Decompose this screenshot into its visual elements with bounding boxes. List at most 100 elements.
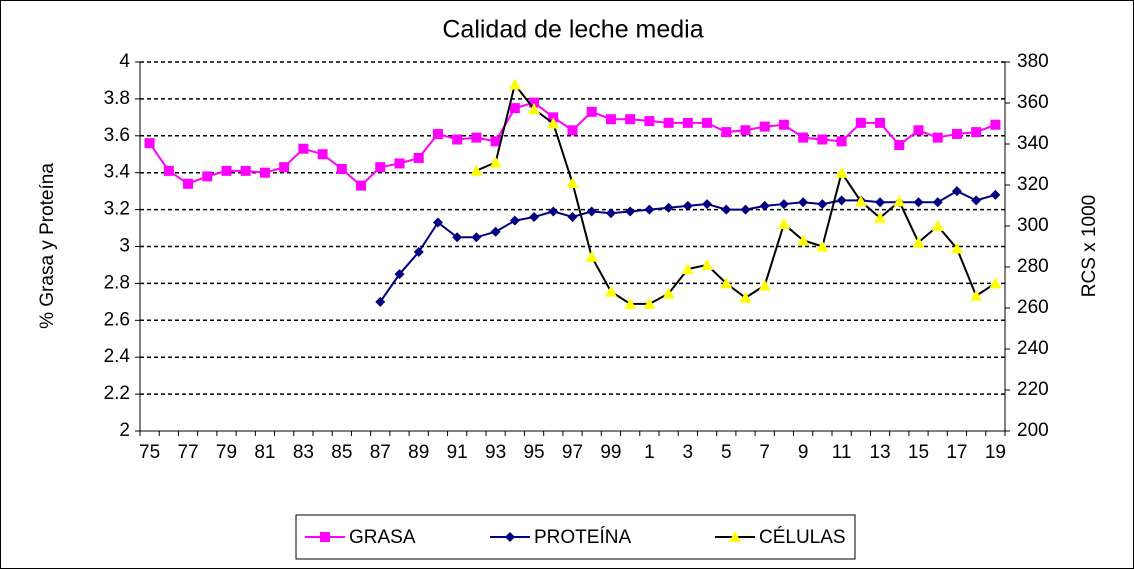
data-point bbox=[432, 128, 443, 139]
data-point bbox=[471, 132, 482, 143]
data-point bbox=[144, 138, 155, 149]
data-point bbox=[836, 136, 847, 147]
x-tick-label: 11 bbox=[832, 442, 852, 463]
data-point bbox=[951, 186, 962, 197]
data-point bbox=[721, 204, 732, 215]
data-point bbox=[990, 119, 1001, 130]
data-point bbox=[566, 176, 579, 188]
x-tick-label: 9 bbox=[798, 442, 809, 463]
data-point bbox=[529, 97, 540, 108]
data-point bbox=[663, 202, 674, 213]
data-point bbox=[259, 167, 270, 178]
data-point bbox=[279, 162, 290, 173]
data-point bbox=[894, 140, 905, 151]
data-point bbox=[778, 199, 789, 210]
data-point bbox=[567, 125, 578, 136]
legend-marker bbox=[320, 532, 330, 542]
data-point bbox=[931, 220, 944, 231]
y-tick-label: 2.2 bbox=[104, 383, 130, 404]
data-point bbox=[624, 297, 637, 309]
x-tick-label: 85 bbox=[331, 442, 352, 463]
data-point bbox=[470, 164, 483, 176]
data-point bbox=[548, 206, 559, 217]
data-point bbox=[625, 114, 636, 125]
data-point bbox=[413, 152, 424, 163]
legend-box bbox=[295, 514, 856, 560]
legend-marker bbox=[505, 532, 515, 542]
data-point bbox=[950, 242, 963, 254]
data-point bbox=[989, 277, 1002, 289]
x-tick-label: 17 bbox=[946, 442, 967, 463]
data-point bbox=[875, 197, 886, 208]
data-point bbox=[970, 289, 983, 301]
data-point bbox=[432, 217, 443, 228]
x-tick-label: 79 bbox=[216, 442, 237, 463]
y-tick-label: 3.8 bbox=[104, 88, 130, 109]
x-tick-label: 1 bbox=[644, 442, 655, 463]
data-point bbox=[758, 279, 771, 291]
data-point bbox=[586, 106, 597, 117]
data-point bbox=[394, 269, 405, 280]
x-tick-label: 91 bbox=[447, 442, 468, 463]
y-tick-label: 3.4 bbox=[104, 162, 131, 183]
y2-tick-label: 220 bbox=[1017, 379, 1049, 400]
data-point bbox=[163, 165, 174, 176]
y2-tick-label: 360 bbox=[1017, 92, 1049, 113]
data-point bbox=[183, 178, 194, 189]
x-tick-label: 81 bbox=[254, 442, 275, 463]
data-point bbox=[777, 217, 790, 229]
data-point bbox=[221, 165, 232, 176]
legend-label: GRASA bbox=[349, 527, 416, 548]
data-point bbox=[702, 199, 713, 210]
data-point bbox=[509, 215, 520, 226]
data-point bbox=[836, 195, 847, 206]
y-tick-label: 2.8 bbox=[104, 272, 130, 293]
data-point bbox=[375, 296, 386, 307]
data-point bbox=[452, 134, 463, 145]
x-tick-label: 99 bbox=[600, 442, 621, 463]
data-point bbox=[298, 143, 309, 154]
data-point bbox=[681, 263, 694, 275]
x-tick-label: 5 bbox=[721, 442, 732, 463]
data-point bbox=[971, 127, 982, 138]
y2-tick-label: 380 bbox=[1017, 51, 1049, 72]
x-tick-label: 89 bbox=[408, 442, 429, 463]
data-point bbox=[951, 128, 962, 139]
data-point bbox=[817, 199, 828, 210]
x-tick-label: 77 bbox=[177, 442, 198, 463]
data-point bbox=[798, 132, 809, 143]
data-point bbox=[759, 200, 770, 211]
x-tick-label: 19 bbox=[985, 442, 1006, 463]
data-point bbox=[643, 297, 656, 309]
data-point bbox=[662, 287, 675, 299]
data-point bbox=[720, 277, 733, 289]
data-point bbox=[701, 258, 714, 270]
data-point bbox=[971, 195, 982, 206]
data-point bbox=[202, 171, 213, 182]
y2-tick-label: 280 bbox=[1017, 256, 1049, 277]
x-tick-label: 87 bbox=[370, 442, 391, 463]
y2-tick-label: 340 bbox=[1017, 133, 1049, 154]
data-point bbox=[778, 119, 789, 130]
data-point bbox=[817, 134, 828, 145]
data-point bbox=[893, 195, 906, 207]
data-point bbox=[702, 117, 713, 128]
data-point bbox=[875, 117, 886, 128]
data-point bbox=[816, 240, 829, 252]
data-point bbox=[932, 132, 943, 143]
data-point bbox=[682, 117, 693, 128]
x-tick-label: 75 bbox=[139, 442, 160, 463]
data-point bbox=[605, 208, 616, 219]
y-tick-label: 3.2 bbox=[104, 199, 130, 220]
data-point bbox=[490, 226, 501, 237]
x-tick-label: 83 bbox=[293, 442, 314, 463]
data-point bbox=[663, 117, 674, 128]
data-point bbox=[990, 189, 1001, 200]
data-point bbox=[508, 78, 521, 90]
data-point bbox=[567, 211, 578, 222]
data-point bbox=[548, 112, 559, 123]
y2-axis-label: RCS x 1000 bbox=[1079, 195, 1100, 297]
y2-tick-label: 260 bbox=[1017, 297, 1049, 318]
